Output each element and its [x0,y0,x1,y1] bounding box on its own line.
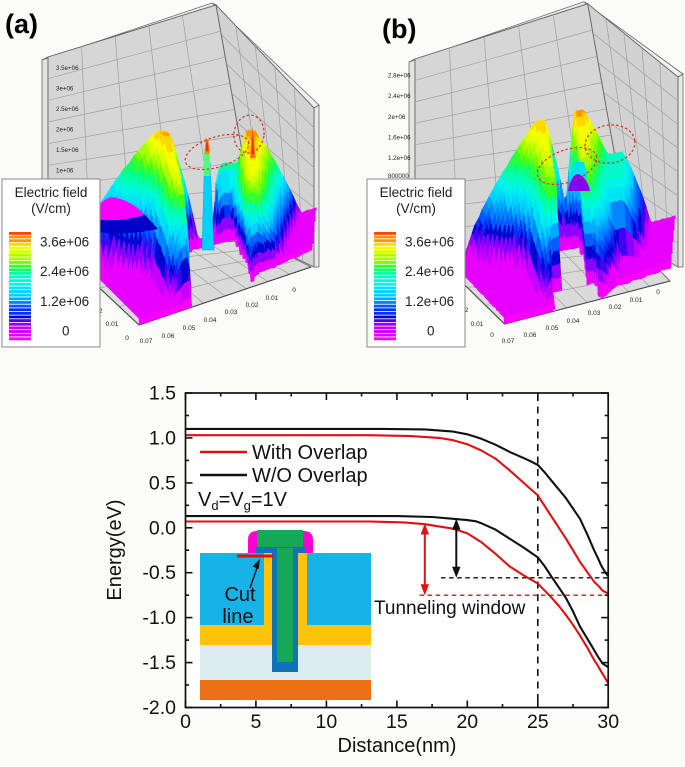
svg-text:2.8e+06: 2.8e+06 [388,73,411,80]
svg-text:Energy(eV): Energy(eV) [104,499,126,600]
svg-text:Electric field: Electric field [15,185,88,200]
svg-text:0: 0 [180,711,191,733]
svg-text:10: 10 [316,711,338,733]
svg-text:3.6e+06: 3.6e+06 [40,235,89,250]
svg-text:2.4e+06: 2.4e+06 [405,264,454,279]
svg-text:0: 0 [656,289,660,296]
svg-text:1.5e+06: 1.5e+06 [56,147,79,154]
svg-text:(V/cm): (V/cm) [31,201,71,216]
svg-text:2.4e+06: 2.4e+06 [40,264,89,279]
svg-text:0.04: 0.04 [567,318,580,325]
svg-text:1.0: 1.0 [149,427,176,449]
svg-text:With Overlap: With Overlap [252,442,368,464]
svg-text:(b): (b) [382,14,416,44]
svg-text:2e+06: 2e+06 [56,127,74,134]
svg-text:0.03: 0.03 [225,309,238,316]
svg-text:0.05: 0.05 [546,325,559,332]
svg-text:0.0: 0.0 [149,517,176,539]
svg-text:0: 0 [490,332,494,339]
svg-text:0.06: 0.06 [524,332,537,339]
svg-text:0.01: 0.01 [630,297,643,304]
svg-text:0: 0 [125,335,129,342]
svg-text:0.5: 0.5 [149,472,176,494]
svg-text:2e+06: 2e+06 [388,114,406,121]
svg-text:-0.5: -0.5 [142,562,176,584]
svg-text:1.5: 1.5 [149,383,176,405]
svg-text:Cut: Cut [224,584,256,606]
svg-text:0.03: 0.03 [588,310,601,317]
svg-text:W/O Overlap: W/O Overlap [252,465,368,487]
svg-text:1.2e+06: 1.2e+06 [405,294,454,309]
svg-text:1.2e+06: 1.2e+06 [388,155,411,162]
svg-text:0.01: 0.01 [266,295,279,302]
svg-text:0.02: 0.02 [246,302,259,309]
svg-text:line: line [222,606,253,628]
svg-text:(V/cm): (V/cm) [396,201,436,216]
svg-text:1e+06: 1e+06 [56,168,74,175]
svg-text:5: 5 [250,711,261,733]
svg-text:-2.0: -2.0 [142,697,176,719]
svg-text:15: 15 [386,711,408,733]
svg-text:800000: 800000 [388,173,409,180]
svg-text:0.07: 0.07 [502,338,515,345]
svg-text:30: 30 [597,711,619,733]
svg-text:0: 0 [62,324,70,339]
svg-text:0.01: 0.01 [471,321,484,328]
svg-text:0: 0 [427,324,435,339]
svg-text:0.02: 0.02 [609,304,622,311]
svg-text:0.01: 0.01 [106,321,119,328]
svg-text:3.5e+06: 3.5e+06 [56,65,79,72]
svg-text:25: 25 [527,711,549,733]
svg-text:3e+06: 3e+06 [56,86,74,93]
svg-text:0: 0 [292,287,296,294]
svg-text:3.6e+06: 3.6e+06 [405,235,454,250]
svg-text:0.06: 0.06 [162,333,175,340]
svg-text:-1.0: -1.0 [142,607,176,629]
svg-text:20: 20 [456,711,478,733]
svg-text:Electric field: Electric field [380,185,453,200]
svg-text:Tunneling window: Tunneling window [374,598,526,619]
svg-text:Vd=Vg=1V: Vd=Vg=1V [198,489,288,513]
svg-text:1.2e+06: 1.2e+06 [40,294,89,309]
svg-text:Distance(nm): Distance(nm) [338,735,457,757]
svg-text:-1.5: -1.5 [142,652,176,674]
svg-text:2.4e+06: 2.4e+06 [388,93,411,100]
svg-text:2.5e+06: 2.5e+06 [56,106,79,113]
svg-text:(a): (a) [5,9,38,39]
svg-text:0.04: 0.04 [204,317,217,324]
svg-text:0.07: 0.07 [140,338,153,345]
svg-text:1.6e+06: 1.6e+06 [388,134,411,141]
svg-text:0.05: 0.05 [183,325,196,332]
